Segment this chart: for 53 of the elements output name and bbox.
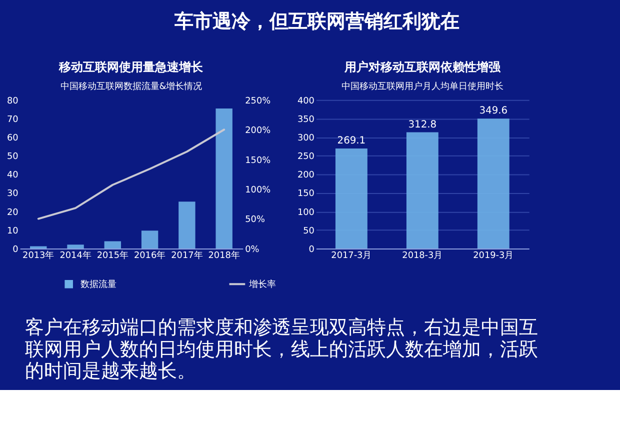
bar: [477, 118, 510, 248]
y-tick-label: 350: [297, 114, 315, 125]
bar: [216, 108, 232, 248]
text: 客户在移动端口的需求度和渗透呈现双高特点，右边是中国互联网用户人数的日均使用时长，线上的活跃人数在增加，活跃的时间是越来越长。: [24, 316, 538, 382]
x-tick-label: 2018-3月: [402, 250, 443, 261]
bar: [67, 244, 84, 248]
line-series: [37, 128, 226, 220]
y-tick-label: 250: [297, 152, 315, 162]
y2-tick-label: 0%: [245, 244, 260, 255]
y-tick-label: 60: [6, 134, 19, 144]
x-tick-label: 2016年: [134, 250, 166, 261]
legend-label: 数据流量: [80, 279, 117, 290]
y2-tick-label: 200%: [245, 126, 271, 136]
x-tick-label: 2014年: [60, 250, 92, 261]
bar: [141, 230, 158, 248]
y-tick-label: 40: [6, 170, 19, 181]
bar: [178, 202, 196, 248]
y2-tick-label: 150%: [245, 156, 271, 166]
y2-tick-label: 250%: [245, 96, 271, 106]
y-tick-label: 50: [303, 226, 315, 236]
bar: [104, 241, 122, 248]
y-tick-label: 200: [297, 170, 315, 181]
y-tick-label: 80: [6, 96, 19, 106]
data-label: 312.8: [408, 119, 437, 130]
y-tick-label: 100: [297, 208, 315, 218]
chart-subtitle: 中国移动互联网数据流量&增长情况: [60, 81, 202, 92]
y-tick-label: 300: [297, 134, 315, 144]
y-tick-label: 0: [12, 244, 19, 255]
y-tick-label: 400: [297, 96, 315, 106]
y-tick-label: 50: [6, 152, 19, 162]
x-tick-label: 2015年: [96, 250, 128, 261]
bar: [335, 148, 368, 248]
text: 车市遇冷，但互联网营销红利犹在: [173, 10, 460, 33]
y-tick-label: 0: [308, 244, 315, 255]
x-tick-label: 2013年: [22, 250, 54, 261]
y-tick-label: 150: [297, 189, 315, 200]
y-tick-label: 10: [6, 226, 19, 236]
x-tick-label: 2018年: [208, 250, 240, 261]
y2-tick-label: 100%: [245, 186, 271, 196]
x-tick-label: 2017-3月: [331, 250, 372, 261]
x-tick-label: 2017年: [171, 250, 203, 261]
legend-label: 增长率: [248, 279, 276, 290]
chart-title: 移动互联网使用量急速增长: [58, 60, 204, 74]
y-tick-label: 70: [6, 114, 19, 125]
x-tick-label: 2019-3月: [473, 250, 514, 261]
chart-subtitle: 中国移动互联网用户月人均单日使用时长: [341, 81, 504, 92]
y-tick-label: 20: [6, 208, 19, 218]
chart-title: 用户对移动互联网依赖性增强: [343, 60, 502, 74]
bar: [406, 132, 438, 248]
y2-tick-label: 50%: [245, 215, 265, 226]
data-label: 269.1: [337, 136, 366, 147]
data-label: 349.6: [479, 106, 508, 117]
y-tick-label: 30: [6, 189, 19, 200]
